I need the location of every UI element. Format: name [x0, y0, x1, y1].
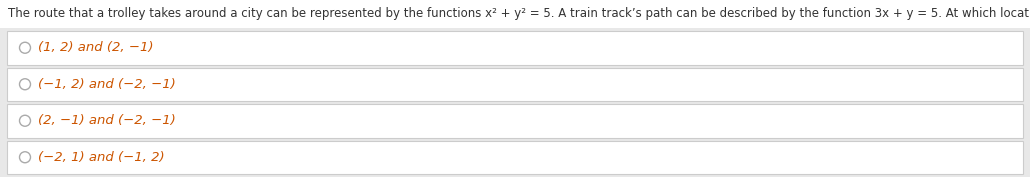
- FancyBboxPatch shape: [7, 141, 1023, 174]
- Text: (2, −1) and (−2, −1): (2, −1) and (−2, −1): [38, 114, 176, 127]
- FancyBboxPatch shape: [0, 28, 1030, 177]
- Text: (−1, 2) and (−2, −1): (−1, 2) and (−2, −1): [38, 78, 176, 91]
- FancyBboxPatch shape: [7, 31, 1023, 64]
- Text: (1, 2) and (2, −1): (1, 2) and (2, −1): [38, 41, 154, 54]
- FancyBboxPatch shape: [7, 67, 1023, 101]
- Text: (−2, 1) and (−1, 2): (−2, 1) and (−1, 2): [38, 151, 165, 164]
- FancyBboxPatch shape: [7, 104, 1023, 138]
- FancyBboxPatch shape: [0, 0, 1030, 28]
- Text: The route that a trolley takes around a city can be represented by the functions: The route that a trolley takes around a …: [8, 7, 1030, 21]
